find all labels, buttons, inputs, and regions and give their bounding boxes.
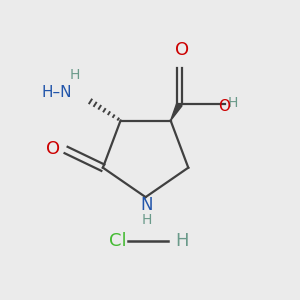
- Text: O: O: [46, 140, 60, 158]
- Text: O: O: [175, 41, 190, 59]
- Text: H: H: [175, 232, 188, 250]
- Text: H: H: [70, 68, 80, 82]
- Text: Cl: Cl: [109, 232, 126, 250]
- Text: H–N: H–N: [41, 85, 72, 100]
- Text: O: O: [219, 99, 231, 114]
- Text: H: H: [227, 96, 238, 110]
- Text: N: N: [141, 196, 153, 214]
- Text: H: H: [142, 213, 152, 227]
- Polygon shape: [171, 103, 182, 121]
